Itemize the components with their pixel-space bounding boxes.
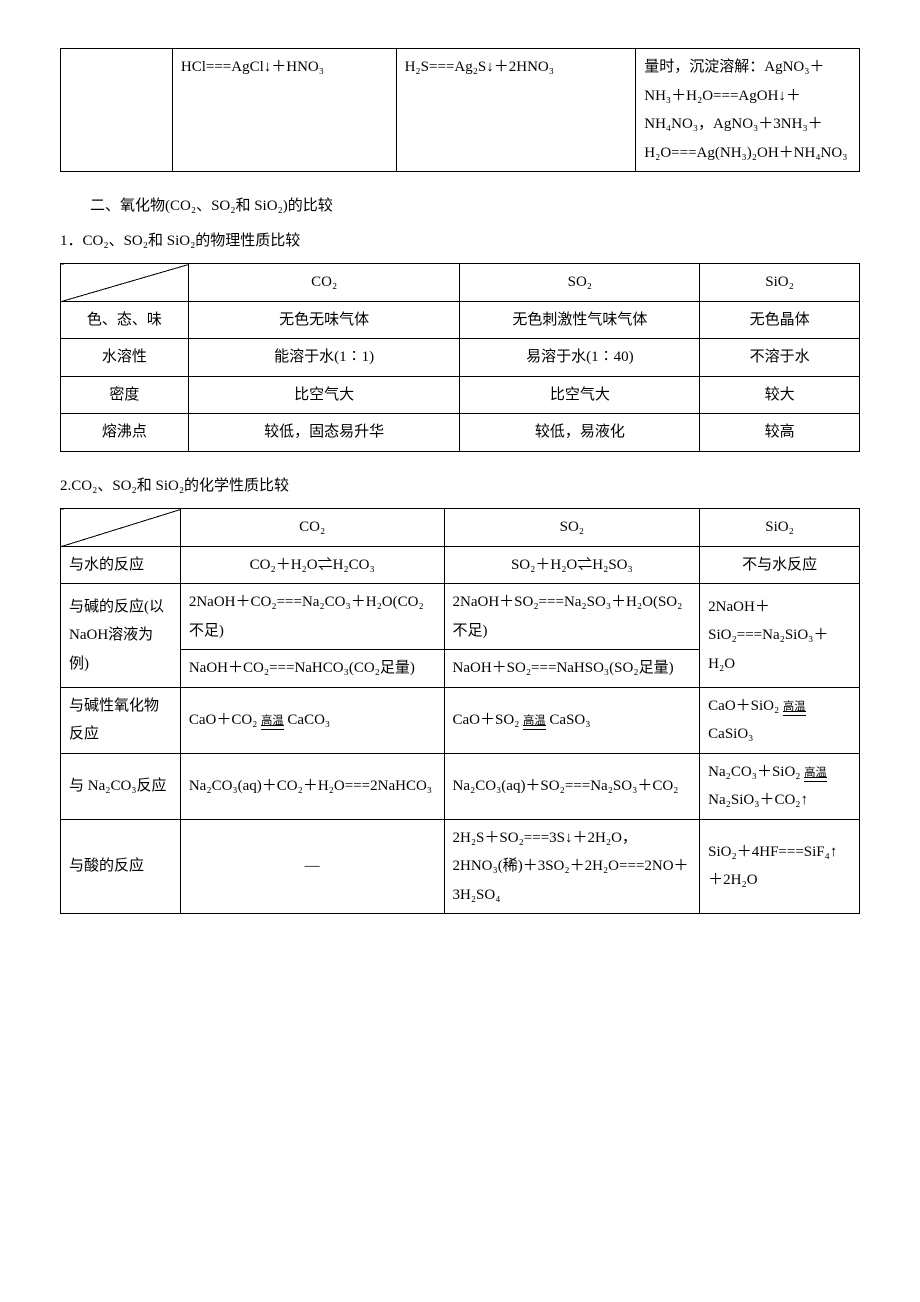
formula-post: CaSiO₃: [708, 726, 753, 742]
cell: Na₂CO₃(aq)＋SO₂===Na₂SO₃＋CO₂: [444, 753, 700, 819]
chemical-properties-table: CO₂ SO₂ SiO₂ 与水的反应 CO₂＋H₂O⇌H₂CO₃ SO₂＋H₂O…: [60, 508, 860, 914]
formula-post: CaSO₃: [549, 712, 590, 728]
row-label: 水溶性: [61, 339, 189, 377]
col-sio2: SiO₂: [700, 264, 860, 302]
cell-so2: CaO＋SO₂ 高温 CaSO₃: [444, 687, 700, 753]
formula-post: CaCO₃: [287, 712, 330, 728]
diagonal-cell: [61, 509, 181, 547]
high-temp-annotation: 高温: [261, 716, 284, 732]
cell: 2H₂S＋SO₂===3S↓＋2H₂O，2HNO₃(稀)＋3SO₂＋2H₂O==…: [444, 819, 700, 914]
diagonal-cell: [61, 264, 189, 302]
row-label: 密度: [61, 376, 189, 414]
cell-sio2: CaO＋SiO₂ 高温 CaSiO₃: [700, 687, 860, 753]
cell: 2NaOH＋SiO₂===Na₂SiO₃＋H₂O: [700, 584, 860, 688]
cell-sio2: Na₂CO₃＋SiO₂ 高温 Na₂SiO₃＋CO₂↑: [700, 753, 860, 819]
row-label: 熔沸点: [61, 414, 189, 452]
col-sio2: SiO₂: [700, 509, 860, 547]
table-header-row: CO₂ SO₂ SiO₂: [61, 264, 860, 302]
cell-h2s: H₂S===Ag₂S↓＋2HNO₃: [396, 49, 636, 172]
cell: 易溶于水(1∶40): [460, 339, 700, 377]
row-label: 与酸的反应: [61, 819, 181, 914]
continuation-table: HCl===AgCl↓＋HNO₃ H₂S===Ag₂S↓＋2HNO₃ 量时，沉淀…: [60, 48, 860, 172]
cell: 无色无味气体: [188, 301, 460, 339]
cell: 能溶于水(1∶1): [188, 339, 460, 377]
formula-pre: CaO＋SO₂: [453, 712, 524, 728]
high-temp-annotation: 高温: [804, 768, 827, 784]
cell: 不与水反应: [700, 546, 860, 584]
formula-pre: Na₂CO₃＋SiO₂: [708, 764, 800, 780]
col-co2: CO₂: [180, 509, 444, 547]
table-row: 密度 比空气大 比空气大 较大: [61, 376, 860, 414]
cell: 较高: [700, 414, 860, 452]
chem-subtitle: 2.CO₂、SO₂和 SiO₂的化学性质比较: [60, 472, 860, 501]
col-co2: CO₂: [188, 264, 460, 302]
table-row: 熔沸点 较低，固态易升华 较低，易液化 较高: [61, 414, 860, 452]
table-row-basic-oxide: 与碱性氧化物反应 CaO＋CO₂ 高温 CaCO₃ CaO＋SO₂ 高温 CaS…: [61, 687, 860, 753]
table-row-na2co3: 与 Na₂CO₃反应 Na₂CO₃(aq)＋CO₂＋H₂O===2NaHCO₃ …: [61, 753, 860, 819]
cell: 比空气大: [460, 376, 700, 414]
table-header-row: CO₂ SO₂ SiO₂: [61, 509, 860, 547]
cell-hcl: HCl===AgCl↓＋HNO₃: [172, 49, 396, 172]
row-label: 色、态、味: [61, 301, 189, 339]
cell: 无色刺激性气味气体: [460, 301, 700, 339]
col-so2: SO₂: [444, 509, 700, 547]
table-row-acid: 与酸的反应 — 2H₂S＋SO₂===3S↓＋2H₂O，2HNO₃(稀)＋3SO…: [61, 819, 860, 914]
table-row: HCl===AgCl↓＋HNO₃ H₂S===Ag₂S↓＋2HNO₃ 量时，沉淀…: [61, 49, 860, 172]
physical-properties-table: CO₂ SO₂ SiO₂ 色、态、味 无色无味气体 无色刺激性气味气体 无色晶体…: [60, 263, 860, 452]
cell: CO₂＋H₂O⇌H₂CO₃: [180, 546, 444, 584]
cell: SiO₂＋4HF===SiF₄↑＋2H₂O: [700, 819, 860, 914]
table-row-water: 与水的反应 CO₂＋H₂O⇌H₂CO₃ SO₂＋H₂O⇌H₂SO₃ 不与水反应: [61, 546, 860, 584]
page-content: HCl===AgCl↓＋HNO₃ H₂S===Ag₂S↓＋2HNO₃ 量时，沉淀…: [60, 48, 860, 914]
cell: NaOH＋CO₂===NaHCO₃(CO₂足量): [180, 650, 444, 688]
cell: 比空气大: [188, 376, 460, 414]
row-label: 与水的反应: [61, 546, 181, 584]
formula-post: Na₂SiO₃＋CO₂↑: [708, 792, 808, 808]
high-temp-annotation: 高温: [523, 716, 546, 732]
formula-pre: CaO＋SiO₂: [708, 698, 779, 714]
table-row-base-1: 与碱的反应(以 NaOH溶液为例) 2NaOH＋CO₂===Na₂CO₃＋H₂O…: [61, 584, 860, 650]
table-row: 色、态、味 无色无味气体 无色刺激性气味气体 无色晶体: [61, 301, 860, 339]
cell-co2: CaO＋CO₂ 高温 CaCO₃: [180, 687, 444, 753]
cell: —: [180, 819, 444, 914]
cell-ammonia: 量时，沉淀溶解：AgNO₃＋NH₃＋H₂O===AgOH↓＋NH₄NO₃，AgN…: [636, 49, 860, 172]
high-temp-annotation: 高温: [783, 702, 806, 718]
row-label: 与碱的反应(以 NaOH溶液为例): [61, 584, 181, 688]
cell: 较低，易液化: [460, 414, 700, 452]
cell: Na₂CO₃(aq)＋CO₂＋H₂O===2NaHCO₃: [180, 753, 444, 819]
row-label: 与碱性氧化物反应: [61, 687, 181, 753]
cell: 不溶于水: [700, 339, 860, 377]
table-row: 水溶性 能溶于水(1∶1) 易溶于水(1∶40) 不溶于水: [61, 339, 860, 377]
row-label: 与 Na₂CO₃反应: [61, 753, 181, 819]
section-title-oxides: 二、氧化物(CO₂、SO₂和 SiO₂)的比较: [60, 192, 860, 221]
formula-pre: CaO＋CO₂: [189, 712, 261, 728]
cell: 较低，固态易升华: [188, 414, 460, 452]
cell: 较大: [700, 376, 860, 414]
col-so2: SO₂: [460, 264, 700, 302]
cell: 2NaOH＋SO₂===Na₂SO₃＋H₂O(SO₂不足): [444, 584, 700, 650]
phys-subtitle: 1．CO₂、SO₂和 SiO₂的物理性质比较: [60, 227, 860, 256]
cell: NaOH＋SO₂===NaHSO₃(SO₂足量): [444, 650, 700, 688]
cell: 无色晶体: [700, 301, 860, 339]
cell: SO₂＋H₂O⇌H₂SO₃: [444, 546, 700, 584]
cell-blank: [61, 49, 173, 172]
cell: 2NaOH＋CO₂===Na₂CO₃＋H₂O(CO₂不足): [180, 584, 444, 650]
